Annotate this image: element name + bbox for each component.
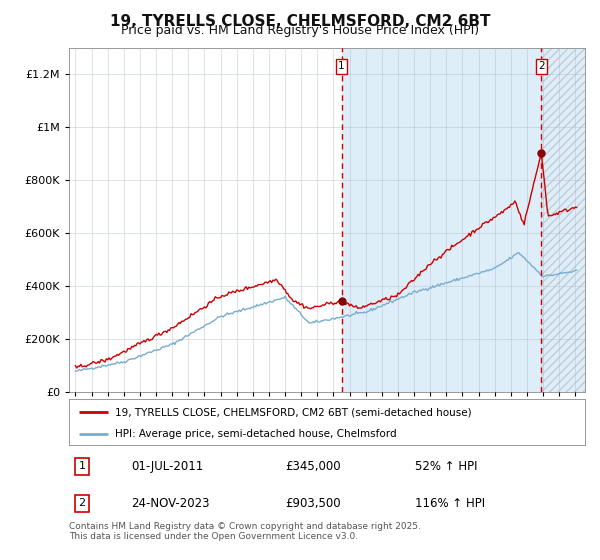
Text: Price paid vs. HM Land Registry's House Price Index (HPI): Price paid vs. HM Land Registry's House …: [121, 24, 479, 37]
Text: Contains HM Land Registry data © Crown copyright and database right 2025.
This d: Contains HM Land Registry data © Crown c…: [69, 522, 421, 542]
Bar: [541, 48, 592, 392]
Text: HPI: Average price, semi-detached house, Chelmsford: HPI: Average price, semi-detached house,…: [115, 429, 397, 438]
Text: 19, TYRELLS CLOSE, CHELMSFORD, CM2 6BT (semi-detached house): 19, TYRELLS CLOSE, CHELMSFORD, CM2 6BT (…: [115, 407, 472, 417]
Text: 2: 2: [538, 61, 545, 71]
Text: 2: 2: [79, 498, 85, 508]
Text: 52% ↑ HPI: 52% ↑ HPI: [415, 460, 477, 473]
Text: 1: 1: [338, 61, 345, 71]
Text: 116% ↑ HPI: 116% ↑ HPI: [415, 497, 485, 510]
Bar: [341, 48, 592, 392]
Text: £345,000: £345,000: [286, 460, 341, 473]
Text: 24-NOV-2023: 24-NOV-2023: [131, 497, 209, 510]
Text: 1: 1: [79, 461, 85, 472]
Text: 19, TYRELLS CLOSE, CHELMSFORD, CM2 6BT: 19, TYRELLS CLOSE, CHELMSFORD, CM2 6BT: [110, 14, 490, 29]
Text: £903,500: £903,500: [286, 497, 341, 510]
Text: 01-JUL-2011: 01-JUL-2011: [131, 460, 203, 473]
